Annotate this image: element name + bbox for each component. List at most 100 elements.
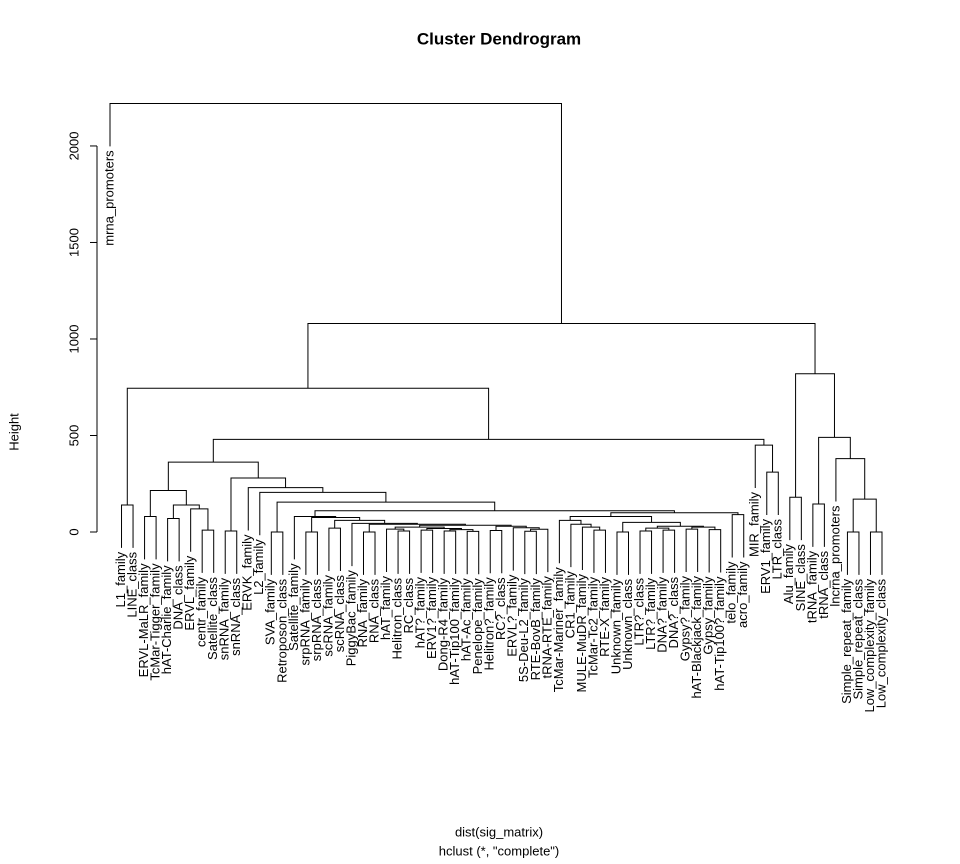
leaf-label: Dong-R4_family bbox=[436, 577, 451, 671]
leaf-label: snRNA_family bbox=[217, 577, 232, 660]
leaf-label: SVA_family bbox=[263, 578, 278, 645]
y-tick-label: 500 bbox=[66, 425, 81, 447]
leaf-label: centr_family bbox=[194, 576, 209, 647]
merge-link bbox=[685, 528, 699, 572]
leaf-label: TcMar-Mariner_family bbox=[551, 567, 566, 692]
merge-link bbox=[708, 529, 722, 573]
merge-link bbox=[443, 530, 457, 574]
leaf-label: RTE-X_family bbox=[597, 576, 612, 656]
leaf-label: RC_class bbox=[401, 577, 416, 633]
leaf-label: ERVK_family bbox=[240, 534, 255, 611]
leaf-label: hAT-Charlie_family bbox=[159, 565, 174, 674]
merge-link bbox=[691, 526, 716, 530]
leaf-label: RNA_family bbox=[355, 578, 370, 647]
merge-link bbox=[328, 527, 341, 571]
leaf-label: hAT_family bbox=[378, 575, 393, 640]
leaf-label: Retroposon_class bbox=[274, 578, 289, 683]
leaf-label: hAT-Tip100?_family bbox=[712, 576, 727, 691]
leaf-label: DNA?_family bbox=[655, 576, 670, 652]
leaf-label: srpRNA_family bbox=[297, 578, 312, 665]
merge-link bbox=[307, 323, 816, 389]
merge-link bbox=[512, 527, 540, 571]
leaf-label: Unknown_class bbox=[620, 578, 635, 670]
leaf-label: hAT-Blackjack_family bbox=[689, 575, 704, 698]
merge-link bbox=[569, 516, 653, 523]
y-tick-label: 1000 bbox=[66, 325, 81, 354]
leaf-label: Simple_repeat_family bbox=[839, 578, 854, 704]
leaf-label: L1_family bbox=[113, 551, 128, 607]
leaf-label: Alu_family bbox=[781, 544, 796, 604]
leaf-label: snRNA_class bbox=[228, 577, 243, 656]
merge-link bbox=[558, 519, 582, 564]
merge-link bbox=[190, 508, 209, 552]
leaf-label: Unknown_family bbox=[608, 578, 623, 674]
merge-link bbox=[293, 516, 337, 560]
leaf-label: hAT-Tip100_family bbox=[447, 577, 462, 684]
merge-link bbox=[201, 529, 215, 573]
leaf-label: ERVL_family bbox=[182, 555, 197, 630]
merge-link bbox=[639, 530, 653, 574]
leaf-label: hAT?_family bbox=[413, 576, 428, 648]
leaf-label: acro_family bbox=[735, 561, 750, 628]
leaf-label: scRNA_class bbox=[332, 574, 347, 652]
leaf-label: DNA?_class bbox=[666, 576, 681, 648]
leaf-label: LINE_class bbox=[124, 551, 139, 617]
merge-link bbox=[524, 530, 537, 575]
leaf-label: hAT-Ac_family bbox=[459, 578, 474, 661]
leaf-label: LTR?_class bbox=[631, 577, 646, 645]
merge-link bbox=[420, 529, 434, 573]
y-tick-label: 1500 bbox=[66, 228, 81, 257]
leaf-label: tRNA_family bbox=[804, 550, 819, 623]
leaf-label: tRNA_class bbox=[816, 550, 831, 618]
leaf-label: MULE-MuDR_family bbox=[574, 574, 589, 693]
leaf-label: ERV1?_family bbox=[424, 576, 439, 659]
merge-link bbox=[449, 529, 474, 532]
leaf-label: Satellite_family bbox=[286, 563, 301, 651]
merge-link bbox=[224, 530, 238, 574]
merge-link bbox=[386, 528, 405, 572]
leaf-label: RNA_class bbox=[366, 578, 381, 643]
merge-link bbox=[645, 527, 670, 532]
leaf-label: ERVL?_family bbox=[505, 574, 520, 657]
x-axis-title: dist(sig_matrix) bbox=[455, 824, 543, 839]
leaf-label: ERV1_family bbox=[758, 519, 773, 594]
merge-link bbox=[530, 528, 549, 573]
leaf-label: mrna_promoters bbox=[101, 150, 116, 246]
y-axis-title: Height bbox=[6, 413, 21, 451]
merge-link bbox=[311, 517, 361, 532]
merge-link bbox=[662, 529, 676, 573]
merge-link bbox=[581, 526, 601, 571]
leaf-label: RC?_class bbox=[493, 577, 508, 640]
merge-link bbox=[593, 529, 606, 573]
leaf-label: SINE_class bbox=[793, 544, 808, 612]
leaf-label: ERVL-MaLR_family bbox=[136, 563, 151, 677]
chart-title: Cluster Dendrogram bbox=[417, 29, 581, 48]
merge-link bbox=[426, 528, 462, 531]
leaf-label: Simple_repeat_class bbox=[850, 578, 865, 699]
merge-link bbox=[126, 387, 490, 505]
merge-link bbox=[230, 477, 287, 532]
leaf-label: Gypsy_family bbox=[701, 576, 716, 655]
leaf-label: TcMar-Tigger_family bbox=[148, 563, 163, 681]
leaf-label: telo_family bbox=[724, 561, 739, 624]
leaf-label: Low_complexity_family bbox=[862, 578, 877, 712]
merge-link bbox=[789, 496, 802, 541]
merge-link bbox=[489, 529, 503, 574]
leaf-label: tRNA-RTE_family bbox=[539, 576, 554, 679]
leaf-label: Gypsy?_family bbox=[678, 575, 693, 661]
leaf-label: MIR_family bbox=[747, 492, 762, 558]
leaf-label: Penelope_family bbox=[470, 578, 485, 675]
y-tick-label: 0 bbox=[66, 528, 81, 535]
leaf-label: LTR?_family bbox=[643, 577, 658, 650]
leaf-label: lncrna_promoters bbox=[827, 505, 842, 607]
leaf-label: CR1_family bbox=[562, 571, 577, 639]
leaf-label: Satellite_class bbox=[205, 576, 220, 660]
leaf-label: 5S-Deu-L2_family bbox=[516, 578, 531, 683]
merge-link bbox=[247, 487, 324, 531]
leaf-label: scRNA_family bbox=[320, 574, 335, 656]
merge-link bbox=[109, 103, 562, 324]
leaf-label: PiggyBac_family bbox=[343, 570, 358, 667]
merge-link bbox=[754, 444, 774, 488]
